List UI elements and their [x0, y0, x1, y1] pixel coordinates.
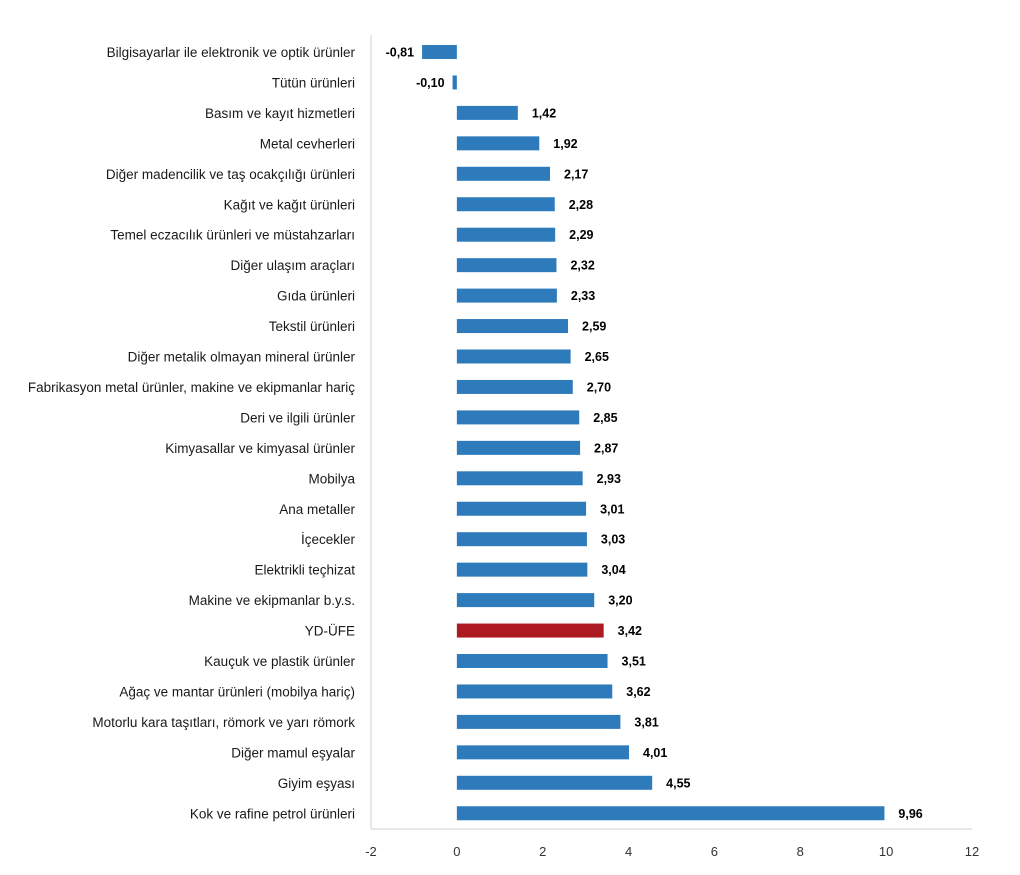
data-label: 3,03	[601, 533, 625, 547]
bar	[456, 105, 518, 120]
bar	[456, 654, 608, 668]
category-label: Giyim eşyası	[278, 776, 355, 791]
category-label: Ana metaller	[279, 502, 355, 517]
category-label: Kağıt ve kağıt ürünleri	[224, 197, 355, 212]
bar	[456, 258, 557, 273]
category-label: Tekstil ürünleri	[269, 319, 355, 334]
data-label: 2,70	[587, 380, 611, 394]
data-label: -0,10	[416, 76, 445, 90]
bar-highlight	[456, 623, 604, 638]
x-tick-label: 2	[539, 844, 546, 859]
data-label: 2,33	[571, 289, 595, 303]
category-label: Mobilya	[308, 471, 355, 486]
category-label: Ağaç ve mantar ürünleri (mobilya hariç)	[119, 684, 355, 699]
data-label: 2,28	[569, 198, 593, 212]
bar	[456, 532, 587, 547]
bar	[456, 745, 630, 760]
bar	[456, 197, 555, 212]
category-label: Makine ve ekipmanlar b.y.s.	[189, 593, 355, 608]
data-label: 3,62	[626, 685, 650, 699]
data-label: 3,04	[601, 563, 625, 577]
category-label: Diğer metalik olmayan mineral ürünler	[128, 350, 356, 365]
category-label: Temel eczacılık ürünleri ve müstahzarlar…	[110, 228, 355, 243]
category-label: Fabrikasyon metal ürünler, makine ve eki…	[28, 380, 355, 395]
data-label: 2,65	[585, 350, 609, 364]
bar	[456, 501, 587, 516]
bar	[456, 166, 551, 181]
category-label: Basım ve kayıt hizmetleri	[205, 106, 355, 121]
bar	[456, 136, 540, 151]
data-label: 2,32	[570, 259, 594, 273]
data-label: 2,17	[564, 167, 588, 181]
bar	[456, 562, 588, 577]
bar	[456, 440, 581, 455]
category-label: Bilgisayarlar ile elektronik ve optik ür…	[107, 45, 356, 60]
category-label: Diğer mamul eşyalar	[231, 745, 355, 760]
bar	[456, 775, 653, 790]
x-tick-label: 12	[965, 844, 979, 859]
bar	[422, 45, 457, 59]
data-label: 3,20	[608, 594, 632, 608]
category-label: Motorlu kara taşıtları, römork ve yarı r…	[92, 715, 355, 730]
x-tick-label: 8	[797, 844, 804, 859]
data-label: 4,01	[643, 746, 667, 760]
category-label: Tütün ürünleri	[272, 75, 355, 90]
category-label: Diğer ulaşım araçları	[230, 258, 355, 273]
bars-group	[422, 45, 885, 821]
bar	[452, 75, 457, 90]
x-tick-label: 10	[879, 844, 893, 859]
bar	[456, 288, 557, 303]
data-label: 1,92	[553, 137, 577, 151]
bar	[456, 319, 569, 334]
data-label: 2,59	[582, 320, 606, 334]
bar	[456, 471, 583, 486]
x-tick-label: -2	[365, 844, 377, 859]
data-label: 2,85	[593, 411, 617, 425]
data-label: -0,81	[386, 46, 415, 60]
data-label: 9,96	[898, 807, 922, 821]
bar	[456, 379, 573, 394]
category-label: Gıda ürünleri	[277, 289, 355, 304]
category-label: Kauçuk ve plastik ürünler	[204, 654, 355, 669]
labels-group: Bilgisayarlar ile elektronik ve optik ür…	[28, 45, 923, 821]
x-tick-label: 4	[625, 844, 632, 859]
bar	[456, 349, 571, 364]
bar	[456, 714, 621, 729]
category-label: Kimyasallar ve kimyasal ürünler	[165, 441, 355, 456]
category-label: İçecekler	[301, 532, 356, 547]
axis-group: -2 0 2 4 6 8 10 12	[365, 35, 979, 859]
x-tick-label: 0	[453, 844, 460, 859]
category-label: Deri ve ilgili ürünler	[240, 410, 355, 425]
bar	[456, 227, 556, 242]
data-label: 3,01	[600, 502, 624, 516]
category-label: Diğer madencilik ve taş ocakçılığı ürünl…	[106, 167, 355, 182]
data-label: 4,55	[666, 776, 690, 790]
bar	[456, 410, 580, 425]
category-label: YD-ÜFE	[305, 624, 355, 639]
data-label: 3,51	[622, 655, 646, 669]
bar	[456, 684, 613, 699]
category-label: Elektrikli teçhizat	[254, 563, 355, 578]
category-label: Metal cevherleri	[260, 136, 355, 151]
data-label: 3,81	[634, 715, 658, 729]
data-label: 1,42	[532, 106, 556, 120]
data-label: 2,87	[594, 441, 618, 455]
x-tick-label: 6	[711, 844, 718, 859]
bar	[456, 593, 595, 608]
bar	[456, 806, 885, 821]
data-label: 2,93	[597, 472, 621, 486]
category-label: Kok ve rafine petrol ürünleri	[190, 806, 355, 821]
data-label: 3,42	[618, 624, 642, 638]
data-label: 2,29	[569, 228, 593, 242]
